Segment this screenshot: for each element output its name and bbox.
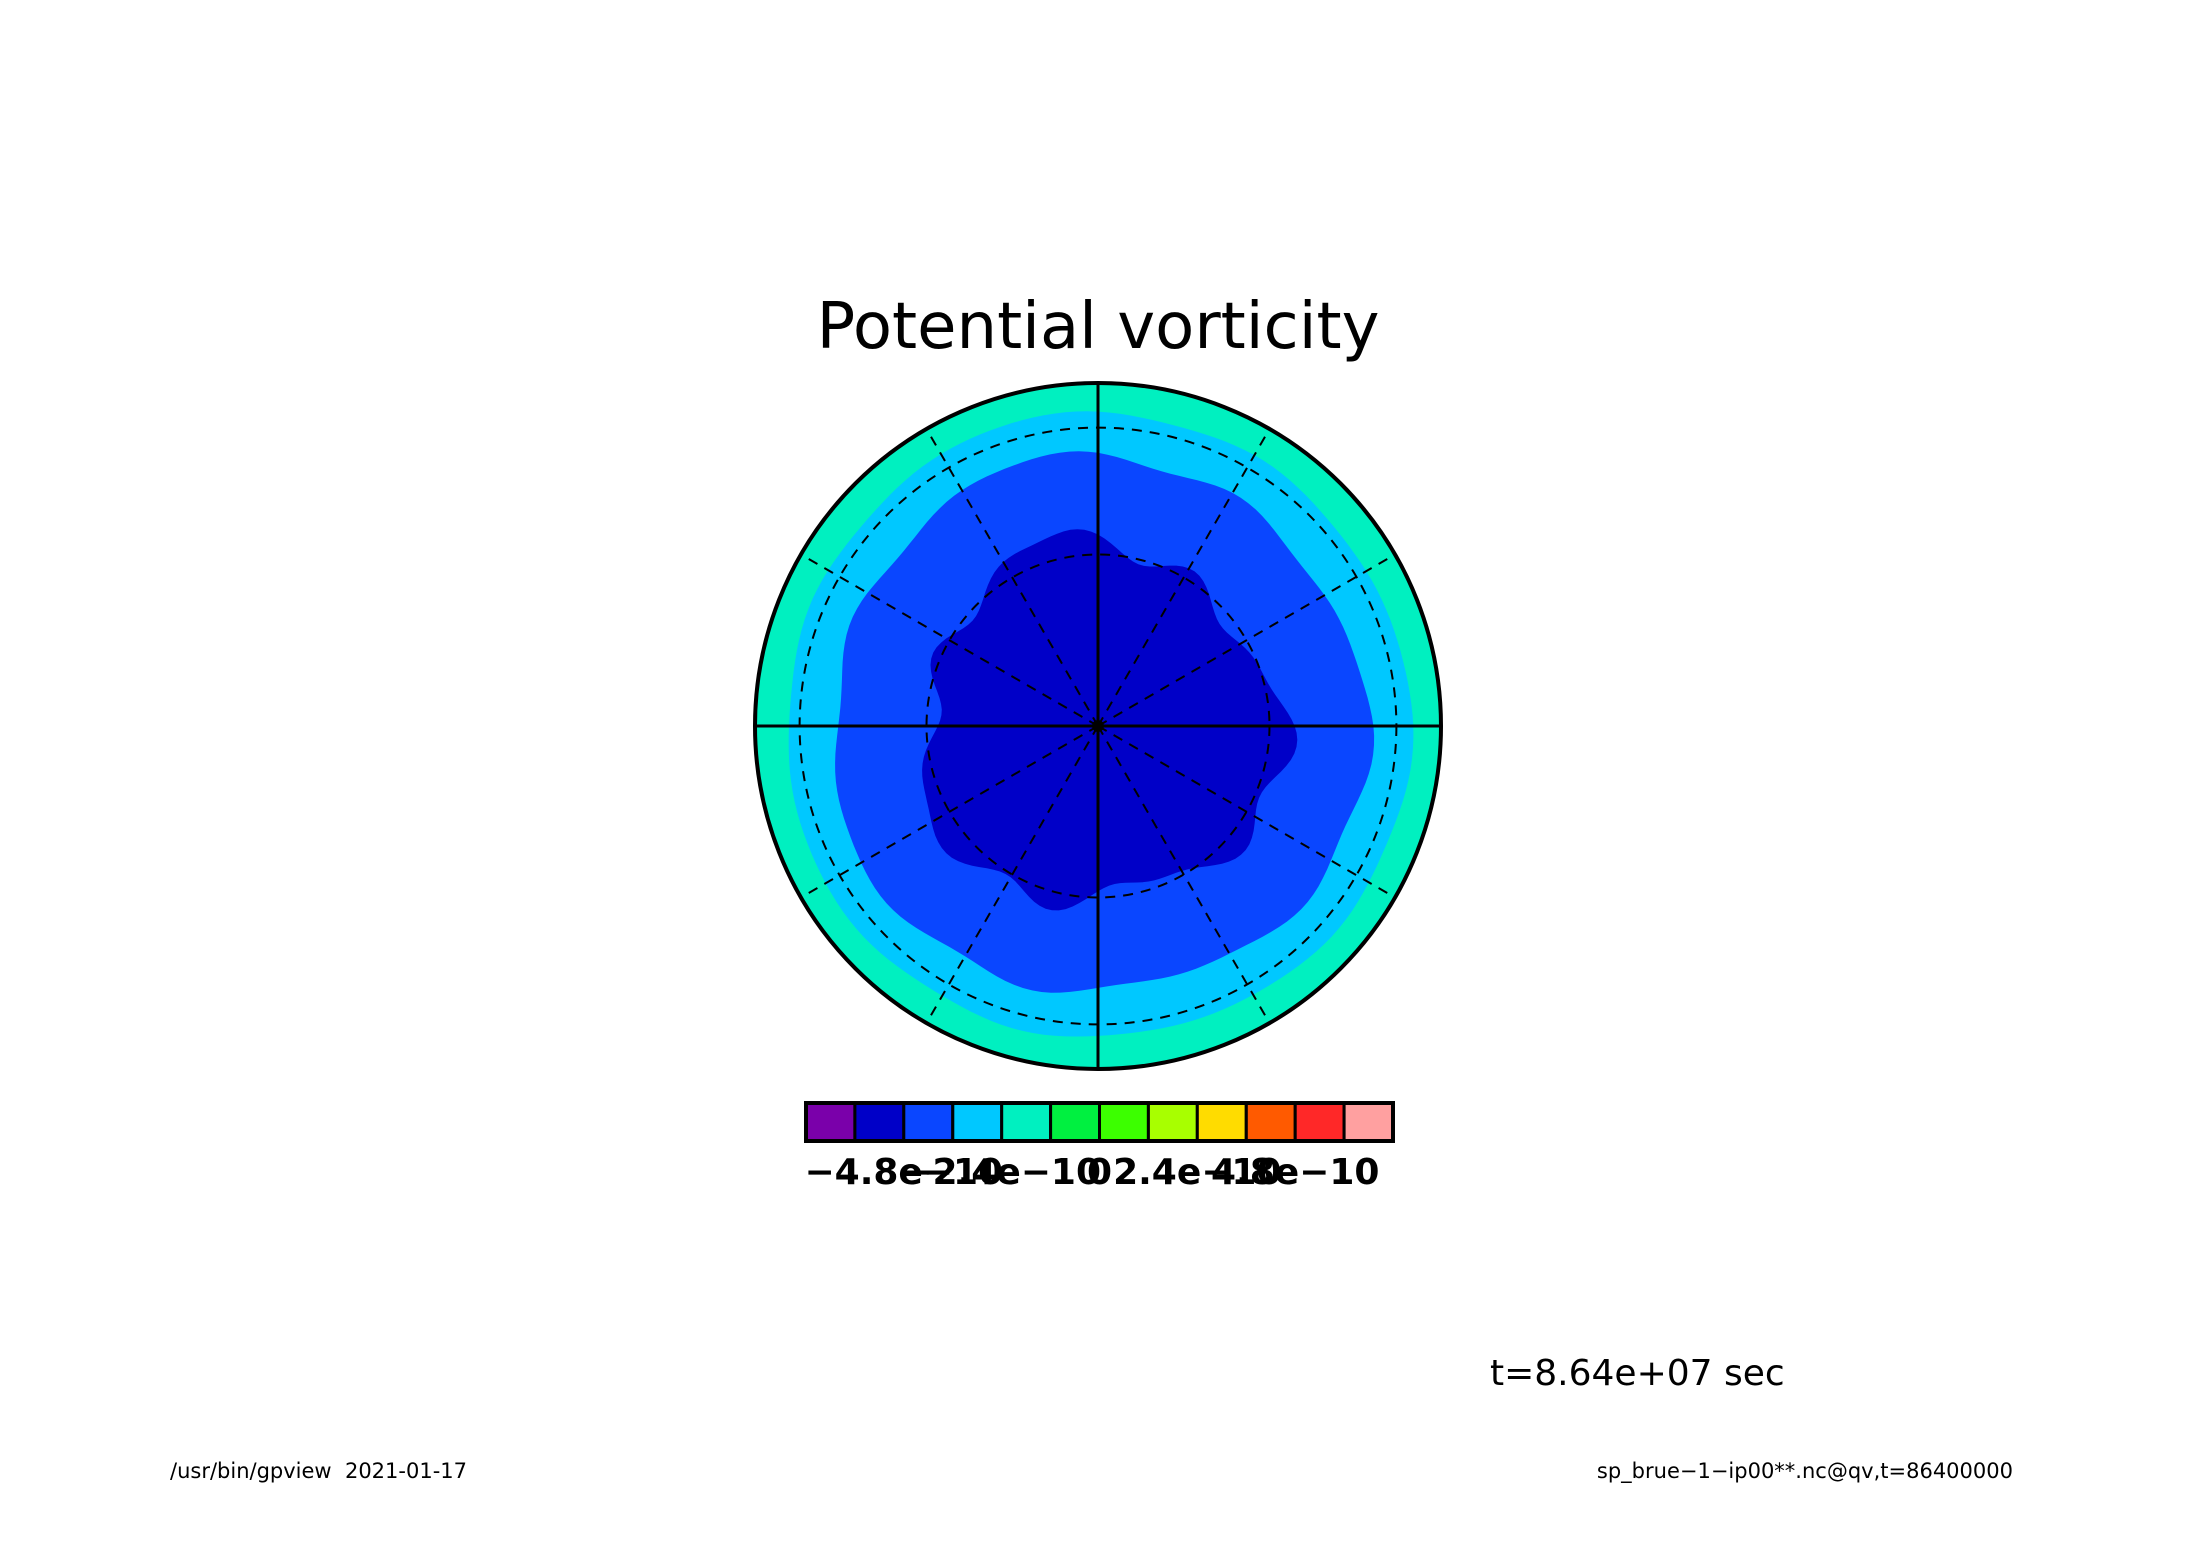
grid-lines (755, 383, 1441, 1069)
colorbar-swatch (1146, 1101, 1199, 1143)
meridian-line (925, 428, 1099, 727)
colorbar-swatch (1049, 1101, 1101, 1143)
meridian-line (1097, 725, 1396, 899)
colorbar-swatch (1244, 1101, 1297, 1143)
footer-left: /usr/bin/gpview 2021-01-17 (170, 1459, 467, 1483)
colorbar-swatch (804, 1101, 857, 1143)
colorbar-swatch (1195, 1101, 1248, 1143)
plot-boundary (753, 381, 1443, 1071)
colorbar-frame (804, 1101, 1395, 1143)
colorbar-tick-label: −2.4e−10 (902, 1152, 1101, 1193)
contour-bands (755, 383, 1441, 1069)
colorbar-tick-labels: −4.8e−10−2.4e−100 2.4e−104.8e−10 (804, 1152, 1379, 1193)
colorbar-swatch (1000, 1101, 1053, 1143)
meridian-line (1097, 553, 1396, 727)
colorbar-tick-label: 0 (1087, 1152, 1112, 1193)
colorbar-swatch (853, 1101, 906, 1143)
colorbar-swatch (1293, 1101, 1346, 1143)
latitude-circle (798, 426, 1398, 1026)
footer-right: sp_brue−1−ip00**.nc@qv,t=86400000 (1597, 1459, 2013, 1484)
meridian-line (1097, 428, 1271, 727)
chart-title: Potential vorticity (817, 290, 1380, 364)
latitude-circle (925, 553, 1271, 899)
contour-band (922, 529, 1298, 911)
meridian-line (925, 725, 1099, 1024)
colorbar-tick-label: 4.8e−10 (1211, 1152, 1379, 1193)
polar-plot (753, 381, 1443, 1071)
meridian-line (800, 553, 1099, 727)
colorbar-swatch (1342, 1101, 1395, 1143)
colorbar-tick-label: −4.8e−10 (804, 1152, 1003, 1193)
colorbar-swatch (1098, 1101, 1150, 1143)
meridian-line (800, 725, 1099, 899)
colorbar (804, 1101, 1395, 1143)
time-label: t=8.64e+07 sec (1490, 1353, 1785, 1394)
colorbar-tick-label: 2.4e−10 (1113, 1152, 1281, 1193)
colorbar-swatch (902, 1101, 955, 1143)
meridian-line (1097, 725, 1271, 1024)
colorbar-swatch (951, 1101, 1004, 1143)
pole-marker (1092, 720, 1104, 732)
